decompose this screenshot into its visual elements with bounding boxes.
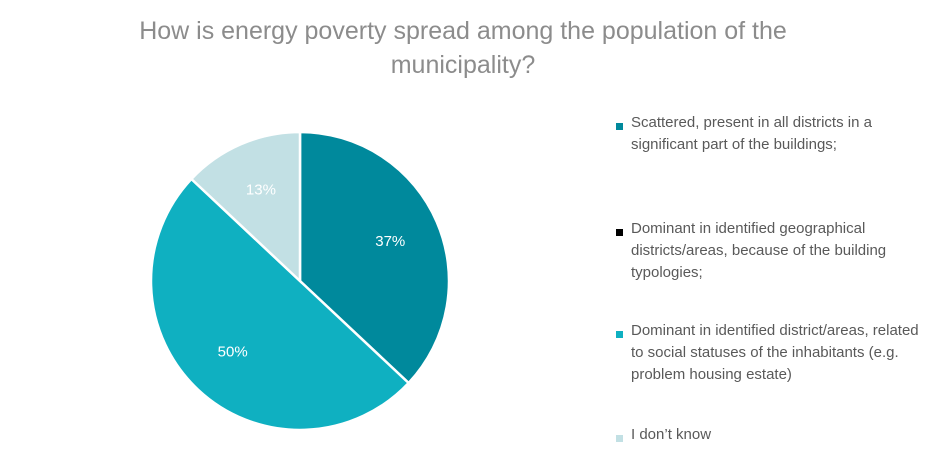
slice-label-scattered: 37% bbox=[375, 233, 405, 250]
legend-marker-geographical bbox=[616, 229, 623, 236]
chart-title-line-2: municipality? bbox=[390, 51, 536, 79]
legend-marker-social bbox=[616, 331, 623, 338]
pie-slice-social bbox=[149, 177, 411, 432]
legend-label-social: Dominant in identified district/areas, r… bbox=[631, 322, 919, 383]
legend-marker-dont-know bbox=[616, 435, 623, 442]
pie-slice-scattered bbox=[298, 130, 451, 385]
legend-label-geographical: Dominant in identified geographical dist… bbox=[631, 220, 887, 281]
legend-marker-scattered bbox=[616, 123, 623, 130]
legend-item-scattered: Scattered, present in all districts in a… bbox=[616, 112, 921, 156]
legend-label-scattered: Scattered, present in all districts in a… bbox=[631, 114, 872, 153]
legend-item-geographical: Dominant in identified geographical dist… bbox=[616, 218, 921, 284]
slice-label-social: 50% bbox=[218, 344, 248, 361]
legend-label-dont-know: I don’t know bbox=[631, 426, 712, 443]
chart-title: How is energy poverty spread among the p… bbox=[0, 14, 926, 82]
legend-item-dont-know: I don’t know bbox=[616, 424, 921, 446]
slice-label-dont-know: 13% bbox=[246, 182, 276, 199]
pie-slice-dont-know bbox=[189, 130, 302, 284]
pie-chart: 37% 50% 13% bbox=[149, 130, 451, 432]
chart-title-line-1: How is energy poverty spread among the p… bbox=[139, 17, 787, 45]
legend-item-social: Dominant in identified district/areas, r… bbox=[616, 320, 921, 386]
